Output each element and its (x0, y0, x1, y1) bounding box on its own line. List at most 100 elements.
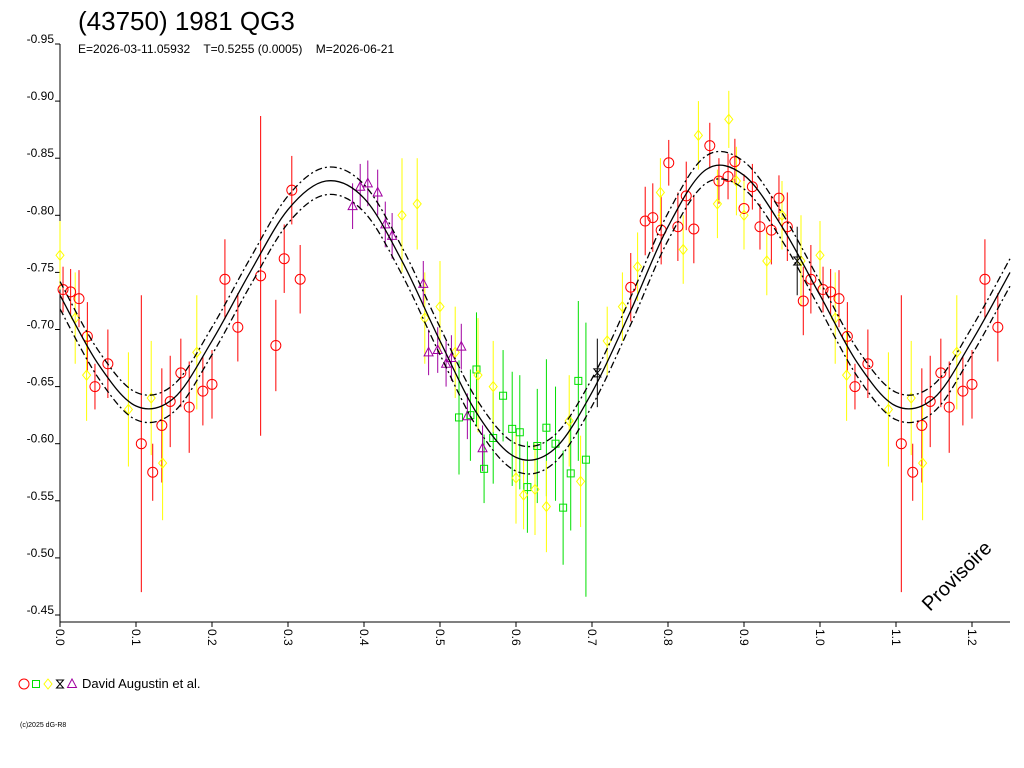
data-point (147, 466, 159, 478)
data-point (625, 281, 637, 293)
data-point (762, 255, 772, 267)
data-point (286, 184, 298, 196)
data-point (817, 284, 829, 296)
data-point (423, 346, 434, 357)
data-point (992, 321, 1004, 333)
data-point (156, 419, 168, 431)
data-point (135, 438, 147, 450)
x-tick-label: 0.0 (53, 629, 67, 646)
data-point (489, 433, 498, 442)
x-tick-label: 0.2 (205, 629, 219, 646)
data-point (73, 293, 85, 305)
x-tick-label: 0.8 (661, 629, 675, 646)
data-point (477, 442, 488, 453)
data-point (815, 249, 825, 262)
data-point (559, 503, 568, 512)
data-point (957, 385, 969, 397)
data-point (89, 381, 101, 393)
data-point (943, 401, 955, 413)
data-point (164, 395, 176, 407)
data-point (157, 457, 168, 469)
data-point (862, 358, 874, 370)
y-tick-label: -0.45 (27, 603, 55, 617)
data-point (575, 475, 586, 488)
data-point (183, 401, 195, 413)
data-point (924, 395, 936, 407)
chart-subtitle: E=2026-03-11.05932 T=0.5255 (0.0005) M=2… (78, 42, 394, 56)
data-point (232, 321, 244, 333)
data-point (678, 243, 688, 256)
x-tick-label: 0.3 (281, 629, 295, 646)
data-point (935, 367, 947, 379)
data-point (511, 472, 521, 484)
data-point (541, 500, 552, 513)
y-tick-label: -0.70 (27, 318, 55, 332)
data-point (219, 273, 231, 285)
data-point (57, 284, 69, 296)
data-point (704, 140, 716, 152)
data-point (146, 392, 156, 404)
data-point (729, 156, 741, 168)
data-point (462, 410, 473, 421)
data-point (386, 229, 398, 240)
x-tick-label: 1.2 (965, 629, 979, 646)
data-point (655, 186, 666, 199)
data-point (647, 212, 659, 224)
y-tick-label: -0.80 (27, 203, 55, 217)
data-point (895, 438, 907, 450)
data-point (632, 260, 643, 273)
data-point (55, 249, 65, 262)
data-point (713, 175, 725, 187)
data-point (472, 365, 481, 374)
data-point (979, 273, 991, 285)
x-tick-label: 0.7 (585, 629, 599, 646)
data-point (825, 286, 837, 298)
data-point (738, 202, 750, 214)
legend-label: David Augustin et al. (82, 676, 201, 691)
data-point (754, 221, 766, 233)
data-point (354, 180, 366, 191)
data-point (773, 192, 785, 204)
data-point (617, 300, 628, 313)
data-point (906, 392, 916, 404)
data-point (523, 483, 532, 492)
data-point (581, 455, 590, 464)
data-point (466, 411, 475, 420)
data-point (347, 200, 358, 211)
data-point (731, 175, 742, 187)
data-point (530, 483, 540, 496)
data-point (797, 295, 809, 307)
data-point (473, 369, 483, 381)
data-point (518, 489, 529, 501)
data-point (805, 273, 817, 285)
data-point (680, 190, 692, 202)
data-point (508, 424, 517, 433)
data-point (397, 209, 407, 222)
x-tick-label: 0.5 (433, 629, 447, 646)
data-point (435, 300, 445, 313)
y-tick-label: -0.55 (27, 489, 55, 503)
data-point (379, 218, 391, 229)
x-tick-label: 0.9 (737, 629, 751, 646)
data-point (712, 198, 723, 210)
data-point (966, 378, 978, 390)
data-point (849, 381, 861, 393)
x-tick-label: 1.1 (889, 629, 903, 646)
data-point (564, 415, 574, 427)
data-point (432, 343, 444, 355)
y-tick-label: -0.65 (27, 375, 55, 389)
chart-title: (43750) 1981 QG3 (78, 6, 295, 36)
data-point (688, 223, 700, 235)
data-point (480, 464, 489, 473)
legend-symbol (32, 680, 40, 688)
y-tick-label: -0.75 (27, 260, 55, 274)
data-point (916, 419, 928, 431)
data-point (693, 129, 704, 142)
data-point (841, 369, 852, 381)
data-point (724, 113, 734, 126)
legend-symbol (18, 678, 30, 690)
y-tick-label: -0.60 (27, 432, 55, 446)
data-point (602, 335, 612, 347)
data-point (446, 351, 457, 363)
